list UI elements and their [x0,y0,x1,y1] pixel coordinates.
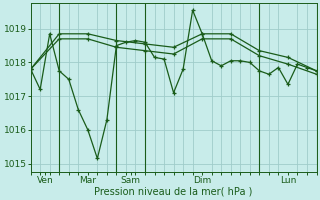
X-axis label: Pression niveau de la mer( hPa ): Pression niveau de la mer( hPa ) [94,187,253,197]
